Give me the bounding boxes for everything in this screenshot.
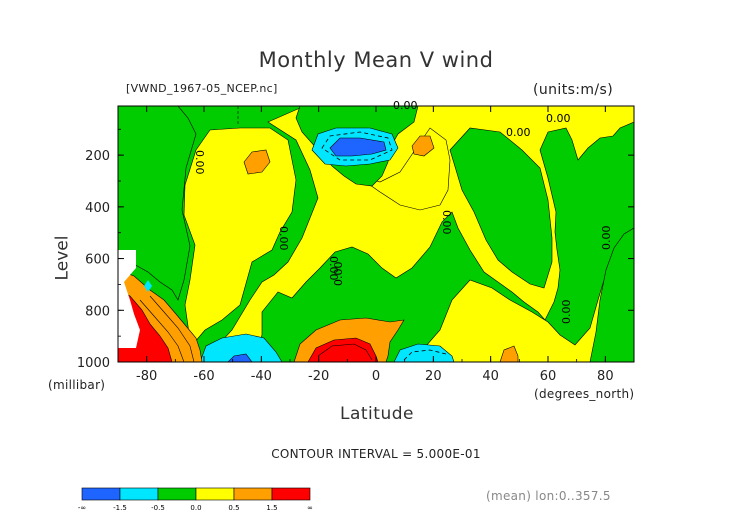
- colorbar-swatch: [157, 487, 197, 501]
- y-axis-units: (millibar): [48, 378, 106, 392]
- x-tick-label: 80: [597, 369, 614, 384]
- contour-red-inner: [317, 343, 373, 361]
- x-tick-label: -60: [193, 369, 214, 384]
- colorbar-label: -0.5: [151, 504, 165, 512]
- region-missing-data: [118, 250, 140, 348]
- region-orange-upper-west: [243, 149, 271, 175]
- x-tick-label: 20: [425, 369, 442, 384]
- region-orange-lower-east: [499, 345, 519, 362]
- x-tick-label: -20: [308, 369, 329, 384]
- region-cyan-spot: [144, 280, 152, 292]
- colorbar-label: ∞: [307, 504, 313, 512]
- contour-labels: 0.00 0.00 0.00 0.00 0.00 0.00 0.00 0.00 …: [193, 99, 613, 324]
- contour-interval: CONTOUR INTERVAL = 5.000E-01: [271, 447, 481, 461]
- contour-label: 0.00: [600, 226, 613, 251]
- footnote: (mean) lon:0..357.5: [486, 489, 611, 503]
- y-tick-label: 1000: [77, 356, 110, 371]
- contour-label: 0.00: [560, 300, 573, 325]
- x-tick-label: 40: [482, 369, 499, 384]
- x-axis: -80 -60 -40 -20 0 20 40 60 80: [117, 106, 635, 384]
- region-cyan-lower-north: [393, 343, 455, 362]
- x-tick-label: 0: [372, 369, 380, 384]
- contour-label: 0.00: [546, 112, 571, 125]
- units-label: (units:m/s): [533, 82, 614, 98]
- y-tick-label: 800: [85, 304, 110, 319]
- chart-title: Monthly Mean V wind: [258, 48, 494, 72]
- contour-label: 0.00: [193, 150, 206, 175]
- file-label: [VWND_1967-05_NCEP.nc]: [126, 82, 278, 95]
- contour-label: 0.00: [506, 126, 531, 139]
- colorbar-swatch: [119, 487, 159, 501]
- colorbar: -∞ -1.5 -0.5 0.0 0.5 1.5 ∞: [78, 487, 313, 512]
- x-tick-label: -80: [136, 369, 157, 384]
- x-tick-label: 60: [540, 369, 557, 384]
- contour-field: [118, 106, 634, 362]
- region-yellow-west: [177, 127, 297, 362]
- contour-label: 0.00: [327, 256, 340, 281]
- region-green-ne: [589, 227, 634, 362]
- y-axis: 200 400 600 800 1000: [77, 128, 634, 371]
- x-axis-label: Latitude: [340, 404, 414, 424]
- region-orange-upper-central: [411, 135, 435, 157]
- region-cyan-lower-south: [199, 333, 283, 362]
- colorbar-label: 1.5: [266, 504, 277, 512]
- contour-label: 0.00: [277, 226, 290, 251]
- region-green-north: [449, 127, 553, 289]
- colorbar-swatch: [81, 487, 121, 501]
- x-axis-units: (degrees_north): [534, 387, 635, 401]
- x-tick-label: -40: [251, 369, 272, 384]
- region-blue-lower-south: [227, 353, 253, 362]
- colorbar-label: 0.0: [190, 504, 201, 512]
- colorbar-swatch: [271, 487, 311, 501]
- colorbar-label: -1.5: [113, 504, 127, 512]
- contour-label: 0.00: [332, 262, 345, 287]
- y-tick-label: 600: [85, 253, 110, 268]
- colorbar-swatch: [195, 487, 235, 501]
- contour-dashed-lower-north: [403, 349, 447, 361]
- region-red-lower-central: [307, 337, 379, 362]
- contour-label: 0.00: [440, 210, 453, 235]
- y-tick-label: 200: [85, 149, 110, 164]
- y-tick-label: 400: [85, 201, 110, 216]
- region-blue-upper: [329, 137, 387, 157]
- contour-dashed-upper: [321, 131, 393, 161]
- colorbar-label: 0.5: [228, 504, 239, 512]
- contour-polar-b: [149, 295, 195, 362]
- contour-polar-a: [139, 299, 185, 362]
- colorbar-label: -∞: [78, 504, 86, 512]
- colorbar-swatch: [233, 487, 273, 501]
